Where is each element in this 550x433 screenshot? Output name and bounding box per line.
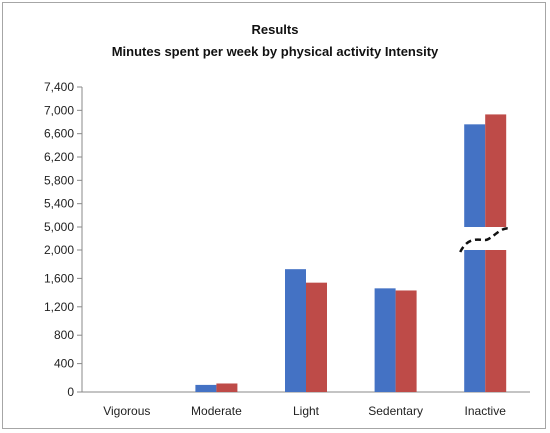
y-tick-label: 6,200 [44, 150, 74, 164]
chart-title: Results [251, 22, 299, 37]
bar-upper-segment [464, 124, 486, 227]
bar [395, 290, 417, 392]
y-tick-label: 6,600 [44, 127, 74, 141]
y-tick-label: 1,600 [44, 271, 74, 285]
y-tick-label: 0 [67, 385, 74, 399]
y-tick-label: 400 [54, 357, 74, 371]
axis-break-gap [83, 228, 529, 249]
axis-break-wave [459, 227, 511, 253]
bar-lower-segment [464, 250, 486, 392]
x-category-label: Light [293, 404, 320, 418]
chart-frame [2, 2, 546, 429]
chart-bars [195, 114, 507, 392]
bar-upper-segment [485, 114, 507, 227]
y-tick-label: 800 [54, 328, 74, 342]
y-tick-label: 7,400 [44, 80, 74, 94]
x-category-labels: Vigorous Moderate Light Sedentary Inactive [103, 404, 506, 418]
x-category-label: Inactive [465, 404, 507, 418]
bar [374, 288, 396, 392]
y-tick-label: 7,000 [44, 103, 74, 117]
bar [216, 383, 238, 392]
bar-lower-segment [485, 250, 507, 392]
bar [306, 282, 327, 392]
y-tick-label: 1,200 [44, 300, 74, 314]
x-category-label: Vigorous [103, 404, 150, 418]
y-tick-label: 5,000 [44, 220, 74, 234]
y-tick-label: 2,000 [44, 243, 74, 257]
bar [285, 269, 306, 392]
x-category-label: Sedentary [368, 404, 423, 418]
bar [195, 384, 217, 392]
x-category-label: Moderate [191, 404, 242, 418]
y-tick-label: 5,800 [44, 173, 74, 187]
axis-break [83, 227, 529, 253]
y-tick-labels: 0 400 800 1,200 1,600 2,000 5,000 5,400 5,800 6,2… [44, 80, 74, 399]
y-tick-label: 5,400 [44, 197, 74, 211]
chart-subtitle: Minutes spent per week by physical activ… [111, 44, 439, 59]
